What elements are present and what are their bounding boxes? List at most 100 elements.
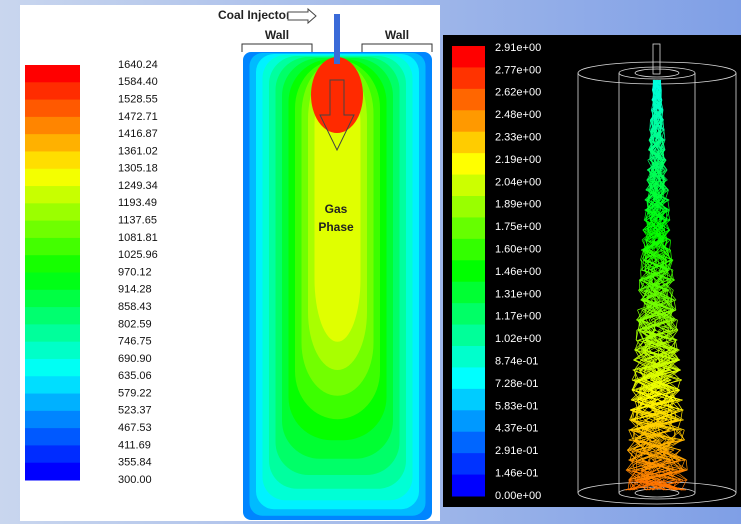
colorbar-label: 1.31e+00 [495, 288, 541, 300]
colorbar-block [452, 367, 485, 389]
colorbar-label: 2.19e+00 [495, 154, 541, 166]
colorbar-label: 5.83e-01 [495, 400, 538, 412]
colorbar-block [452, 260, 485, 282]
colorbar-block [452, 303, 485, 325]
colorbar-label: 1.02e+00 [495, 333, 541, 345]
colorbar-label: 2.91e+00 [495, 42, 541, 54]
colorbar-block [25, 65, 80, 83]
colorbar-label: 1361.02 [118, 145, 158, 157]
colorbar-block [452, 325, 485, 347]
colorbar-block [25, 428, 80, 446]
colorbar-label: 1416.87 [118, 128, 158, 140]
right-panel [443, 35, 741, 507]
colorbar-label: 7.28e-01 [495, 378, 538, 390]
colorbar-label: 1472.71 [118, 111, 158, 123]
colorbar-label: 858.43 [118, 301, 152, 313]
colorbar-label: 1.75e+00 [495, 221, 541, 233]
colorbar-block [25, 394, 80, 412]
colorbar-label: 1137.65 [118, 215, 157, 227]
colorbar-label: 746.75 [118, 336, 152, 348]
colorbar-block [452, 153, 485, 175]
phase-label: Phase [318, 220, 354, 234]
colorbar-block [452, 346, 485, 368]
colorbar-label: 914.28 [118, 284, 152, 296]
colorbar-label: 1193.49 [118, 197, 157, 209]
colorbar-label: 2.48e+00 [495, 109, 541, 121]
colorbar-block [452, 67, 485, 89]
colorbar-block [452, 175, 485, 197]
figure: Coal Injector Wall Wall Gas Phase 1640.2… [0, 0, 741, 524]
colorbar-label: 690.90 [118, 353, 152, 365]
hot-core [311, 57, 363, 133]
colorbar-label: 2.77e+00 [495, 64, 541, 76]
colorbar-label: 411.69 [118, 439, 151, 451]
colorbar-label: 8.74e-01 [495, 356, 538, 368]
colorbar-block [25, 411, 80, 429]
colorbar-block [452, 196, 485, 218]
contour-plot [243, 14, 432, 520]
colorbar-label: 579.22 [118, 387, 152, 399]
colorbar-block [452, 217, 485, 239]
colorbar-label: 1.46e+00 [495, 266, 541, 278]
colorbar-block [452, 282, 485, 304]
colorbar-block [25, 82, 80, 100]
colorbar-block [25, 255, 80, 273]
colorbar-block [25, 186, 80, 204]
colorbar-label: 1025.96 [118, 249, 158, 261]
wall-label: Wall [385, 28, 409, 42]
colorbar-block [25, 221, 80, 239]
colorbar-label: 300.00 [118, 474, 152, 486]
colorbar-block [452, 475, 485, 497]
colorbar-block [452, 132, 485, 154]
colorbar-label: 1249.34 [118, 180, 158, 192]
colorbar-label: 355.84 [118, 457, 152, 469]
colorbar-block [452, 110, 485, 132]
colorbar-block [25, 100, 80, 118]
colorbar-label: 523.37 [118, 405, 152, 417]
colorbar-label: 0.00e+00 [495, 490, 541, 502]
colorbar-label: 467.53 [118, 422, 152, 434]
colorbar-block [25, 117, 80, 135]
colorbar-label: 802.59 [118, 318, 152, 330]
colorbar-label: 2.91e-01 [495, 445, 538, 457]
colorbar-label: 1081.81 [118, 232, 158, 244]
colorbar-block [452, 239, 485, 261]
colorbar-block [25, 203, 80, 221]
colorbar-block [452, 46, 485, 68]
colorbar-block [452, 89, 485, 111]
colorbar-block [25, 290, 80, 308]
colorbar-label: 1.89e+00 [495, 199, 541, 211]
injector [334, 14, 340, 64]
colorbar-block [452, 389, 485, 411]
colorbar-block [452, 453, 485, 475]
colorbar-block [452, 410, 485, 432]
colorbar-block [25, 169, 80, 187]
colorbar-block [25, 238, 80, 256]
colorbar-label: 1305.18 [118, 163, 158, 175]
colorbar-block [25, 342, 80, 360]
colorbar-block [25, 134, 80, 152]
injector-label: Coal Injector [218, 8, 291, 22]
gas-label: Gas [325, 202, 348, 216]
colorbar-block [25, 463, 80, 481]
colorbar-block [25, 359, 80, 377]
colorbar-block [25, 307, 80, 325]
colorbar-block [452, 432, 485, 454]
wall-label: Wall [265, 28, 289, 42]
colorbar-label: 970.12 [118, 266, 152, 278]
colorbar-label: 1.60e+00 [495, 244, 541, 256]
colorbar-block [25, 445, 80, 463]
colorbar-label: 2.62e+00 [495, 87, 541, 99]
colorbar-label: 1.46e-01 [495, 468, 538, 480]
colorbar-label: 1584.40 [118, 76, 158, 88]
colorbar-label: 2.33e+00 [495, 132, 541, 144]
colorbar-label: 635.06 [118, 370, 152, 382]
colorbar-label: 4.37e-01 [495, 423, 538, 435]
colorbar-label: 1528.55 [118, 93, 158, 105]
colorbar-block [25, 376, 80, 394]
colorbar-label: 1.17e+00 [495, 311, 541, 323]
colorbar-block [25, 324, 80, 342]
colorbar-label: 1640.24 [118, 59, 158, 71]
colorbar-block [25, 273, 80, 291]
colorbar-block [25, 151, 80, 169]
